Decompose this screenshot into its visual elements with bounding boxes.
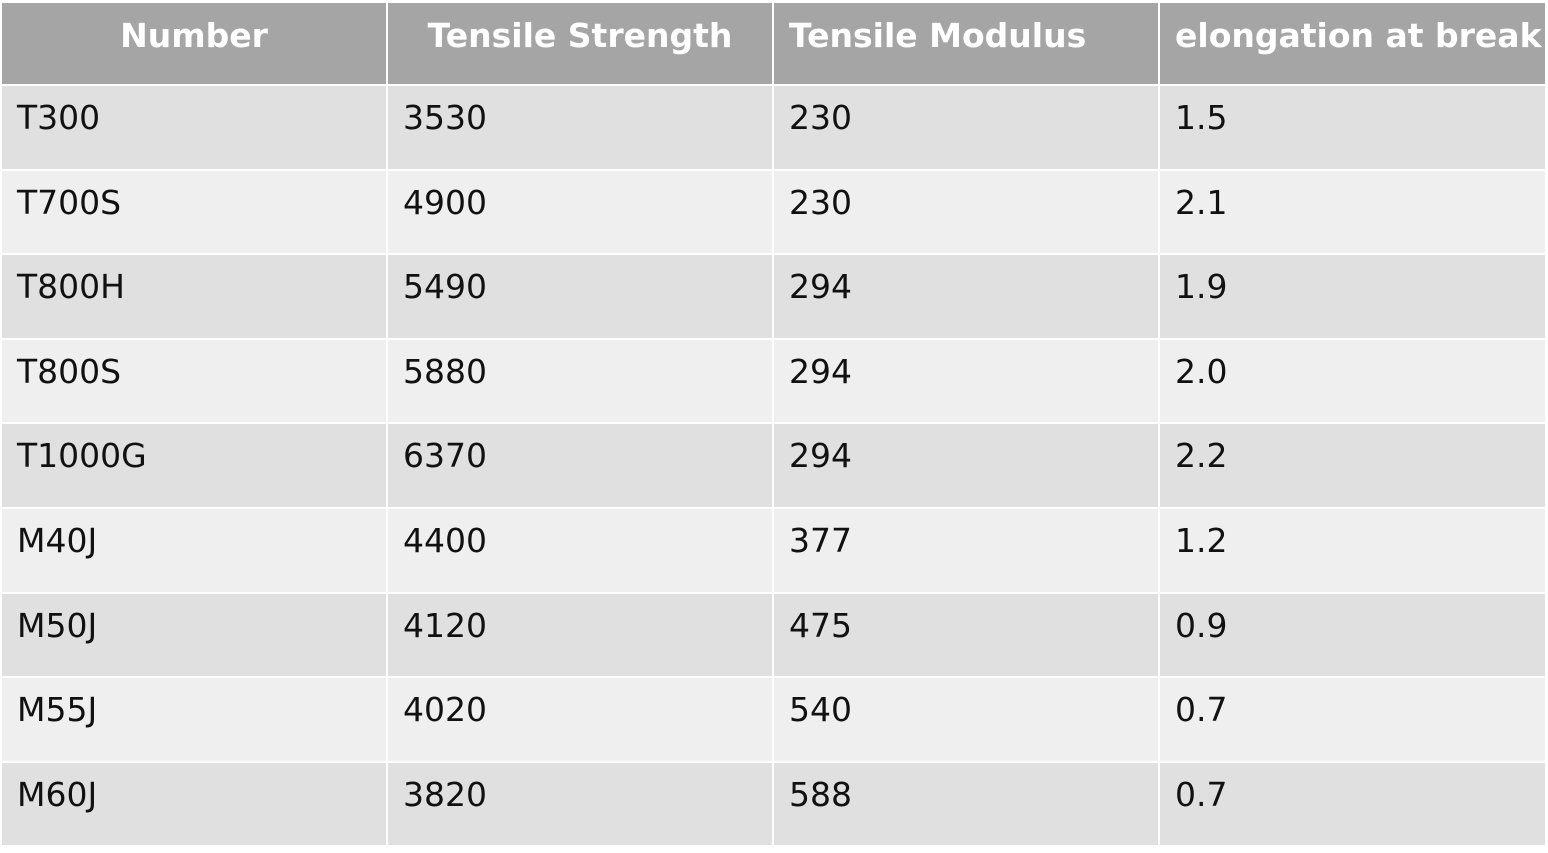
table-cell: 1.2: [1160, 508, 1545, 592]
header-cell: Tensile Strength: [388, 3, 772, 84]
table-cell: 5490: [388, 255, 772, 338]
table-cell: 588: [774, 762, 1158, 846]
table-cell: M55J: [2, 678, 386, 761]
table-cell: 294: [774, 424, 1158, 507]
table-cell: 0.7: [1160, 678, 1545, 761]
table-cell: T800S: [2, 339, 386, 423]
table-cell: 2.2: [1160, 424, 1545, 507]
table-cell: T1000G: [2, 424, 386, 507]
header-cell: elongation at break: [1160, 3, 1545, 84]
table-cell: 1.5: [1160, 86, 1545, 169]
table-cell: T800H: [2, 255, 386, 338]
table-cell: 475: [774, 593, 1158, 677]
table-cell: 230: [774, 86, 1158, 169]
table-cell: 0.7: [1160, 762, 1545, 846]
header-cell: Number: [2, 3, 386, 84]
table-cell: 4400: [388, 508, 772, 592]
table-cell: 294: [774, 339, 1158, 423]
table-cell: 6370: [388, 424, 772, 507]
data-table: Number Tensile Strength Tensile Modulus elo…: [2, 3, 1545, 846]
table-cell: 5880: [388, 339, 772, 423]
table-cell: 0.9: [1160, 593, 1545, 677]
table-cell: M40J: [2, 508, 386, 592]
table-cell: M60J: [2, 762, 386, 846]
table-cell: 3820: [388, 762, 772, 846]
table-cell: 1.9: [1160, 255, 1545, 338]
table-cell: M50J: [2, 593, 386, 677]
table-cell: 294: [774, 255, 1158, 338]
table-cell: 4900: [388, 170, 772, 254]
table-cell: 3530: [388, 86, 772, 169]
table-cell: 540: [774, 678, 1158, 761]
table-cell: 2.1: [1160, 170, 1545, 254]
table-cell: 377: [774, 508, 1158, 592]
table-cell: 230: [774, 170, 1158, 254]
table-cell: 4120: [388, 593, 772, 677]
table-cell: T700S: [2, 170, 386, 254]
table-cell: 4020: [388, 678, 772, 761]
table-cell: 2.0: [1160, 339, 1545, 423]
header-cell: Tensile Modulus: [774, 3, 1158, 84]
table-cell: T300: [2, 86, 386, 169]
